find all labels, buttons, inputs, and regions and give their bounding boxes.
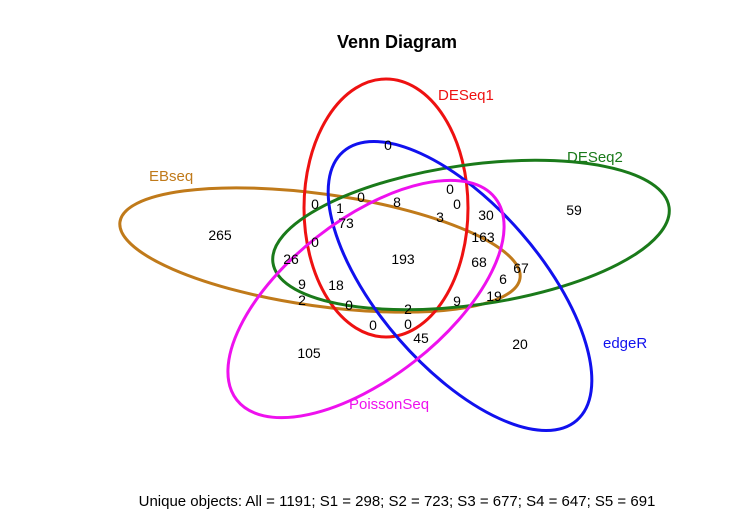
set-label-deseq2: DESeq2 [567, 149, 623, 166]
set-label-poissonseq: PoissonSeq [349, 396, 429, 413]
region-count: 0 [404, 316, 412, 332]
region-count: 0 [446, 181, 454, 197]
ellipse-poissonseq [226, 178, 506, 420]
region-count: 1 [336, 200, 344, 216]
set-label-edger: edgeR [603, 335, 647, 352]
region-count: 105 [297, 345, 321, 361]
region-count: 0 [369, 317, 377, 333]
set-label-deseq1: DESeq1 [438, 87, 494, 104]
region-count: 19 [486, 288, 502, 304]
region-count: 20 [512, 336, 528, 352]
unique-objects-summary: Unique objects: All = 1191; S1 = 298; S2… [139, 493, 656, 510]
region-count: 59 [566, 202, 582, 218]
region-count: 2 [298, 292, 306, 308]
region-count: 0 [384, 137, 392, 153]
set-label-ebseq: EBseq [149, 168, 193, 185]
region-count: 67 [513, 260, 529, 276]
region-count: 0 [453, 196, 461, 212]
region-count: 2 [404, 301, 412, 317]
ellipse-edger [326, 140, 594, 432]
ellipse-deseq1 [302, 77, 470, 339]
region-count: 26 [283, 251, 299, 267]
region-count: 265 [208, 227, 232, 243]
region-count: 68 [471, 254, 487, 270]
region-count: 30 [478, 207, 494, 223]
region-count: 3 [436, 209, 444, 225]
region-count: 73 [338, 215, 354, 231]
region-count: 163 [471, 229, 495, 245]
region-count: 6 [499, 271, 507, 287]
region-count: 0 [311, 196, 319, 212]
region-count: 9 [453, 293, 461, 309]
region-count: 193 [391, 251, 415, 267]
region-count: 0 [357, 189, 365, 205]
diagram-title: Venn Diagram [337, 32, 457, 52]
region-count: 45 [413, 330, 429, 346]
region-count: 0 [345, 297, 353, 313]
region-count: 0 [311, 234, 319, 250]
region-count: 18 [328, 277, 344, 293]
region-count: 9 [298, 276, 306, 292]
ellipse-deseq2 [271, 158, 671, 312]
region-count: 8 [393, 194, 401, 210]
